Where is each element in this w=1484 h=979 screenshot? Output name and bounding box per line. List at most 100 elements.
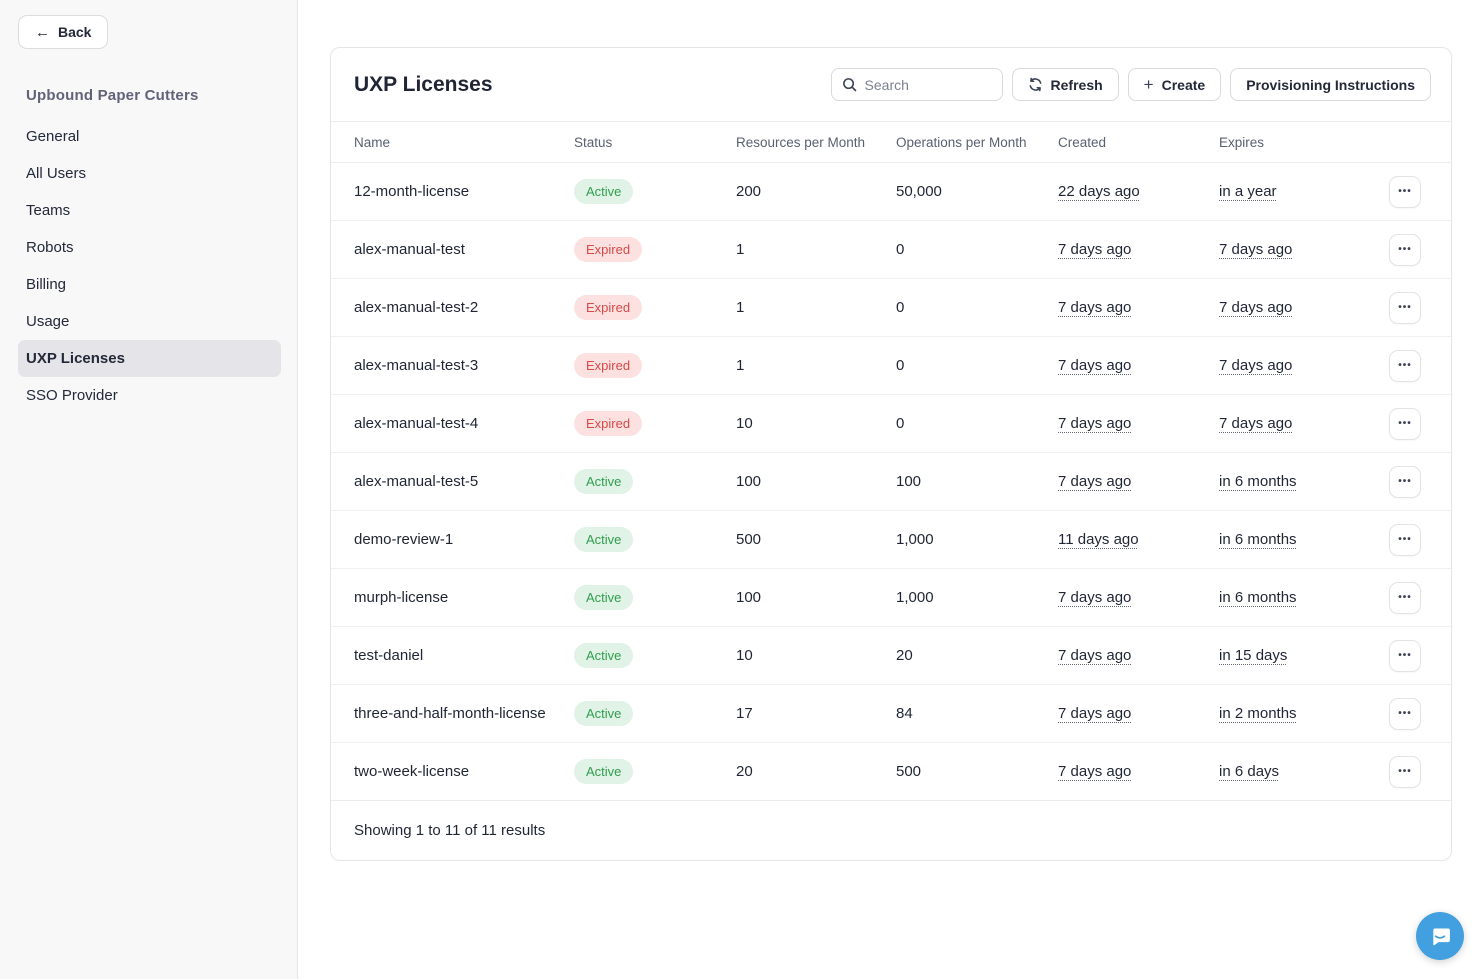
license-status-cell: Active [574, 643, 736, 668]
expires-cell: in a year [1219, 183, 1389, 200]
created-cell: 22 days ago [1058, 183, 1219, 200]
license-status-cell: Expired [574, 237, 736, 262]
status-badge: Active [574, 527, 634, 552]
operations-per-month-value: 1,000 [896, 531, 934, 548]
create-button[interactable]: + Create [1127, 68, 1222, 101]
sidebar-item-general[interactable]: General [26, 128, 80, 145]
operations-per-month-value: 0 [896, 299, 905, 316]
created-value[interactable]: 7 days ago [1058, 415, 1132, 432]
expires-value[interactable]: in 6 months [1219, 589, 1297, 606]
operations-per-month-value: 0 [896, 357, 905, 374]
status-badge: Active [574, 701, 634, 726]
row-menu-button[interactable]: ••• [1389, 755, 1421, 788]
provisioning-instructions-button[interactable]: Provisioning Instructions [1230, 68, 1431, 101]
operations-per-month-value: 1,000 [896, 589, 934, 606]
create-button-label: Create [1161, 76, 1206, 93]
search-input[interactable] [864, 76, 992, 93]
created-value[interactable]: 7 days ago [1058, 589, 1132, 606]
license-status-cell: Active [574, 527, 736, 552]
created-value[interactable]: 7 days ago [1058, 357, 1132, 374]
expires-cell: 7 days ago [1219, 241, 1389, 258]
row-menu-button[interactable]: ••• [1389, 639, 1421, 672]
license-name: demo-review-1 [354, 531, 454, 548]
search-icon [842, 78, 856, 92]
sidebar-nav: General All Users Teams Robots Billing Usage U… [18, 118, 281, 414]
chat-launcher-button[interactable] [1416, 912, 1464, 960]
expires-value[interactable]: in 15 days [1219, 647, 1288, 664]
sidebar-item-sso-provider[interactable]: SSO Provider [26, 387, 118, 404]
operations-per-month-value: 100 [896, 473, 922, 490]
resources-per-month-value: 10 [736, 415, 753, 432]
operations-per-month-value: 0 [896, 241, 905, 258]
expires-value[interactable]: in a year [1219, 183, 1277, 200]
ellipsis-icon: ••• [1398, 301, 1412, 313]
created-cell: 7 days ago [1058, 763, 1219, 780]
resources-per-month-value: 1 [736, 357, 745, 374]
created-value[interactable]: 7 days ago [1058, 763, 1132, 780]
license-name: three-and-half-month-license [354, 705, 546, 722]
row-menu-button[interactable]: ••• [1389, 465, 1421, 498]
expires-value[interactable]: 7 days ago [1219, 299, 1293, 316]
sidebar-item-usage[interactable]: Usage [26, 313, 70, 330]
created-value[interactable]: 22 days ago [1058, 183, 1140, 200]
expires-value[interactable]: 7 days ago [1219, 357, 1293, 374]
created-value[interactable]: 7 days ago [1058, 473, 1132, 490]
row-menu-button[interactable]: ••• [1389, 233, 1421, 266]
uxp-licenses-card: UXP Licenses Refresh [330, 47, 1452, 861]
expires-cell: 7 days ago [1219, 299, 1389, 316]
row-actions-cell: ••• [1389, 175, 1429, 208]
expires-value[interactable]: in 6 months [1219, 473, 1297, 490]
expires-value[interactable]: in 2 months [1219, 705, 1297, 722]
ellipsis-icon: ••• [1398, 475, 1412, 487]
row-menu-button[interactable]: ••• [1389, 407, 1421, 440]
row-menu-button[interactable]: ••• [1389, 175, 1421, 208]
main-content: UXP Licenses Refresh [298, 0, 1484, 979]
resources-per-month-value: 1 [736, 299, 745, 316]
status-badge: Active [574, 585, 634, 610]
resources-per-month-value: 10 [736, 647, 753, 664]
toolbar: Refresh + Create Provisioning Instructio… [830, 68, 1431, 101]
sidebar-item-teams[interactable]: Teams [26, 202, 71, 219]
sidebar-item-all-users[interactable]: All Users [26, 165, 87, 182]
sidebar-item-robots[interactable]: Robots [26, 239, 74, 256]
created-value[interactable]: 7 days ago [1058, 241, 1132, 258]
created-value[interactable]: 7 days ago [1058, 705, 1132, 722]
created-value[interactable]: 11 days ago [1058, 531, 1139, 548]
back-button-label: Back [58, 24, 92, 40]
sidebar-item-billing[interactable]: Billing [26, 276, 67, 293]
column-header-name: Name [354, 134, 391, 150]
created-cell: 7 days ago [1058, 705, 1219, 722]
column-header-operations: Operations per Month [896, 134, 1027, 150]
created-value[interactable]: 7 days ago [1058, 647, 1132, 664]
ellipsis-icon: ••• [1398, 765, 1412, 777]
expires-value[interactable]: 7 days ago [1219, 241, 1293, 258]
status-badge: Active [574, 469, 634, 494]
row-actions-cell: ••• [1389, 755, 1429, 788]
expires-cell: in 6 months [1219, 473, 1389, 490]
row-menu-button[interactable]: ••• [1389, 291, 1421, 324]
table-row: test-daniel Active 10 20 7 days ago in 1… [331, 627, 1451, 685]
expires-value[interactable]: in 6 days [1219, 763, 1280, 780]
expires-value[interactable]: 7 days ago [1219, 415, 1293, 432]
row-menu-button[interactable]: ••• [1389, 349, 1421, 382]
created-value[interactable]: 7 days ago [1058, 299, 1132, 316]
license-status-cell: Expired [574, 411, 736, 436]
search-box[interactable] [830, 68, 1003, 101]
column-header-created: Created [1058, 134, 1107, 150]
expires-value[interactable]: in 6 months [1219, 531, 1297, 548]
ellipsis-icon: ••• [1398, 649, 1412, 661]
row-menu-button[interactable]: ••• [1389, 697, 1421, 730]
license-status-cell: Expired [574, 295, 736, 320]
expires-cell: in 6 days [1219, 763, 1389, 780]
ellipsis-icon: ••• [1398, 243, 1412, 255]
license-name: murph-license [354, 589, 449, 606]
resources-per-month-value: 100 [736, 589, 762, 606]
resources-per-month-value: 20 [736, 763, 753, 780]
row-menu-button[interactable]: ••• [1389, 581, 1421, 614]
row-actions-cell: ••• [1389, 697, 1429, 730]
back-button[interactable]: ← Back [18, 15, 109, 49]
created-cell: 7 days ago [1058, 299, 1219, 316]
sidebar-item-uxp-licenses[interactable]: UXP Licenses [18, 340, 281, 377]
row-menu-button[interactable]: ••• [1389, 523, 1421, 556]
refresh-button[interactable]: Refresh [1011, 68, 1119, 101]
